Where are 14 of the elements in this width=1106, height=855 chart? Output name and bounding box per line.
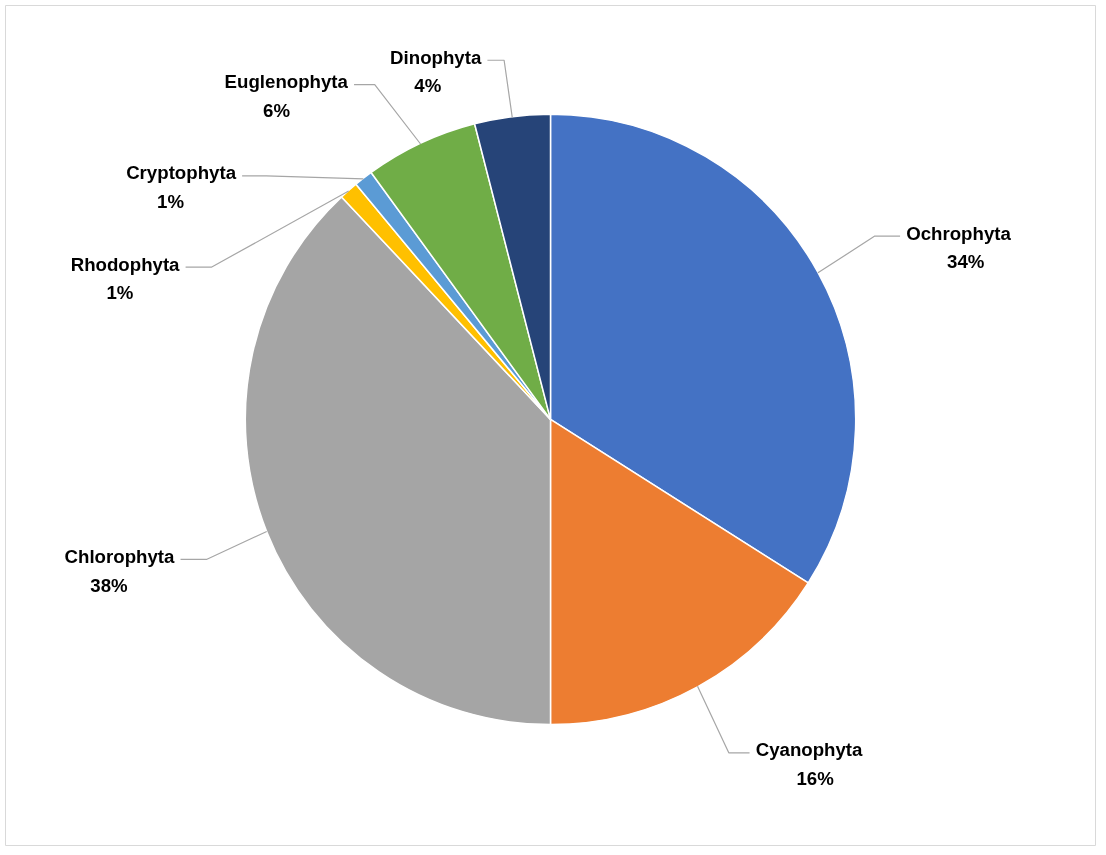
data-label: 4% <box>414 75 442 97</box>
slice-label: Euglenophyta <box>224 71 349 93</box>
data-label: 1% <box>106 282 134 304</box>
data-label: 34% <box>947 251 985 273</box>
slice-label: Rhodophyta <box>70 253 181 275</box>
data-label: 38% <box>90 574 129 596</box>
slice-label: Cryptophyta <box>126 162 237 184</box>
data-label: 1% <box>157 191 185 213</box>
data-label: 6% <box>263 99 291 121</box>
slice-label: Cyanophyta <box>755 739 864 761</box>
slice-label: Ochrophyta <box>906 222 1012 244</box>
slice-label: Dinophyta <box>390 46 482 68</box>
data-label: 16% <box>796 768 835 790</box>
slice-label: Chlorophyta <box>64 545 176 567</box>
